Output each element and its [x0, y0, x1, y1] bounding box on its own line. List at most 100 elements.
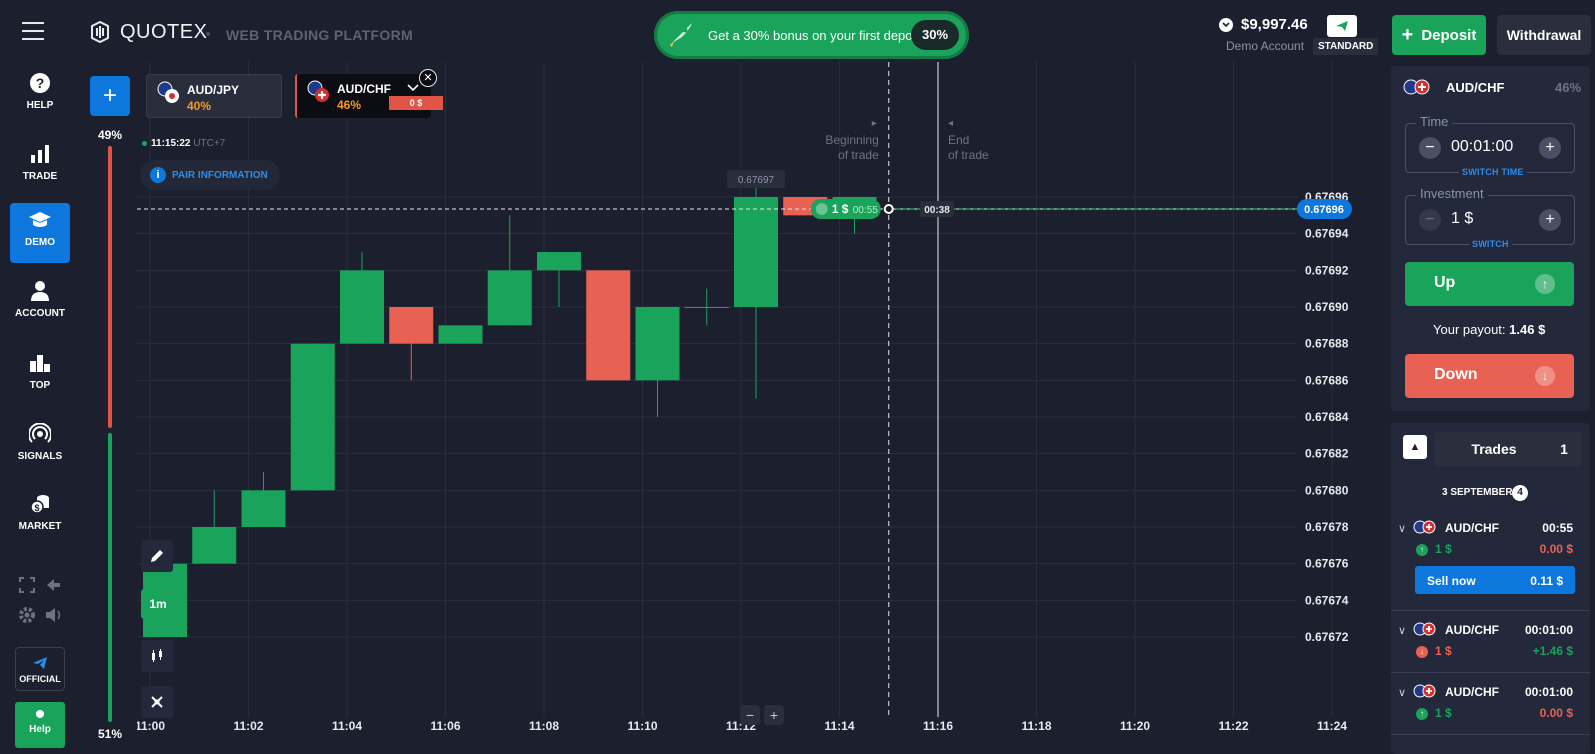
zoom-out-button[interactable]: −: [740, 705, 760, 725]
account-type: Demo Account: [1226, 39, 1305, 53]
payout-value: 1.46 $: [1509, 322, 1546, 337]
trade-pair: AUD/CHF: [1445, 623, 1499, 637]
sell-now-button[interactable]: Sell now 0.11 $: [1415, 566, 1575, 594]
payout-info: Your payout: 1.46 $: [1433, 322, 1545, 337]
trade-row[interactable]: ∨ AUD/CHF 00:01:00 ↑ 1 $ 0.00 $: [1391, 681, 1590, 725]
switch-currency-link[interactable]: SWITCH: [1469, 239, 1512, 249]
withdrawal-button[interactable]: Withdrawal: [1497, 15, 1591, 55]
chart-type-button[interactable]: [141, 640, 173, 672]
chevron-down-icon[interactable]: ∨: [1398, 523, 1407, 535]
sidebar-item-help[interactable]: ? HELP: [10, 66, 70, 126]
bonus-banner[interactable]: Get a 30% bonus on your first deposit 30…: [654, 11, 969, 59]
candle-body: [241, 490, 286, 527]
sidebar-item-demo[interactable]: DEMO: [10, 203, 70, 263]
trade-marker: [810, 199, 881, 219]
account-status-icon[interactable]: [1327, 15, 1357, 37]
candle-body: [684, 307, 729, 308]
chevron-down-icon[interactable]: ∨: [1398, 625, 1407, 637]
clock-time: 11:15:22: [151, 138, 191, 149]
tab-aud-jpy[interactable]: AUD/JPY 40%: [146, 74, 282, 118]
investment-increase-button[interactable]: +: [1539, 209, 1561, 231]
beginning-of-trade-label: Beginning: [825, 133, 878, 147]
trades-tab[interactable]: Trades: [1435, 432, 1553, 466]
sentiment-down-percent: 51%: [98, 727, 123, 741]
trade-marker-amount: 1 $: [832, 202, 849, 216]
time-decrease-button[interactable]: −: [1419, 137, 1441, 159]
platform-subtitle: WEB TRADING PLATFORM: [226, 27, 413, 43]
time-tick-label: 11:22: [1218, 719, 1248, 733]
tab-pair-label: AUD/JPY: [187, 83, 240, 97]
trade-amount: 1 $: [1435, 644, 1452, 658]
price-tick-label: 0.67672: [1305, 630, 1349, 644]
investment-value[interactable]: 1 $: [1451, 210, 1474, 227]
end-of-trade-label: of trade: [948, 148, 989, 162]
candle-body: [290, 343, 335, 491]
back-arrow-icon[interactable]: [44, 576, 62, 594]
sidebar: ? HELP TRADE DEMO ACCOUNT TOP SIGNALS $ …: [0, 66, 80, 754]
switch-time-link[interactable]: SWITCH TIME: [1459, 167, 1527, 177]
aud-chf-flag-icon: [1413, 622, 1436, 636]
trades-date: 3 SEPTEMBER: [1442, 487, 1513, 498]
graduation-cap-icon: [29, 212, 51, 227]
sentiment-up-percent: 49%: [98, 128, 123, 142]
plus-icon: +: [1401, 24, 1414, 46]
sidebar-item-label: SIGNALS: [17, 451, 63, 462]
podium-icon: [30, 355, 50, 372]
price-chart[interactable]: 0.67696 0.67694 0.67692 0.67690 0.67688 0.676…: [137, 62, 1367, 754]
trade-row[interactable]: ∨ AUD/CHF 00:01:00 ↓ 1 $ +1.46 $: [1391, 619, 1590, 663]
close-tab-icon[interactable]: ✕: [419, 69, 437, 87]
sound-icon[interactable]: [44, 606, 64, 624]
official-channel-button[interactable]: OFFICIAL: [15, 647, 65, 691]
sidebar-item-label: ACCOUNT: [15, 308, 65, 319]
bonus-percent-badge: 30%: [911, 20, 959, 50]
sidebar-item-top[interactable]: TOP: [10, 346, 70, 406]
arrow-right-icon: ▸: [872, 118, 877, 129]
trade-row[interactable]: ∨ AUD/CHF 00:55 ↑ 1 $ 0.00 $ Sell now 0.…: [1391, 517, 1590, 597]
sidebar-item-account[interactable]: ACCOUNT: [10, 274, 70, 334]
sidebar-item-trade[interactable]: TRADE: [10, 137, 70, 197]
draw-tool-button[interactable]: [141, 540, 173, 572]
aud-chf-flag-icon: [1413, 684, 1436, 698]
payout-label: Your payout:: [1433, 322, 1506, 337]
chevron-down-icon[interactable]: ∨: [1398, 687, 1407, 699]
menu-icon[interactable]: [22, 22, 44, 40]
timeframe-button[interactable]: 1m: [141, 589, 175, 619]
collapse-trades-icon[interactable]: ▲: [1403, 435, 1427, 459]
add-asset-button[interactable]: +: [90, 76, 130, 116]
balance-dropdown-icon[interactable]: [1219, 18, 1233, 32]
aud-chf-flag-icon: [307, 80, 329, 102]
sidebar-item-signals[interactable]: SIGNALS: [10, 417, 70, 477]
sidebar-item-market[interactable]: $ MARKET: [10, 487, 70, 547]
panel-pair-label[interactable]: AUD/CHF: [1446, 80, 1505, 95]
info-icon: i: [150, 167, 166, 183]
tab-aud-chf[interactable]: AUD/CHF 46% 0 $: [295, 74, 443, 118]
pair-information-button[interactable]: i PAIR INFORMATION: [140, 160, 280, 190]
chevron-down-icon[interactable]: [407, 84, 419, 92]
sell-now-label: Sell now: [1427, 574, 1476, 588]
investment-decrease-button[interactable]: −: [1419, 209, 1441, 231]
down-button[interactable]: Down ↓: [1405, 354, 1574, 398]
indicators-button[interactable]: [141, 686, 173, 718]
arrow-up-icon: ↑: [1535, 274, 1555, 294]
help-chat-button[interactable]: Help: [15, 702, 65, 748]
logo[interactable]: QUOTEX: [88, 20, 207, 44]
rocket-icon: [670, 23, 692, 47]
current-price-label: 0.67696: [1304, 204, 1344, 216]
time-value[interactable]: 00:01:00: [1451, 138, 1514, 155]
time-increase-button[interactable]: +: [1539, 137, 1561, 159]
time-tick-label: 11:00: [137, 719, 165, 733]
time-tick-label: 11:24: [1317, 719, 1347, 733]
trade-pair: AUD/CHF: [1445, 685, 1499, 699]
fullscreen-icon[interactable]: [18, 576, 36, 594]
gear-icon[interactable]: [18, 606, 36, 624]
up-button[interactable]: Up ↑: [1405, 262, 1574, 306]
account-balance[interactable]: $9,997.46: [1241, 16, 1308, 33]
bar-chart-icon: [31, 145, 49, 163]
zoom-in-button[interactable]: +: [764, 705, 784, 725]
trade-time: 00:55: [1542, 521, 1573, 535]
deposit-button[interactable]: + Deposit: [1392, 15, 1486, 55]
price-tick-label: 0.67674: [1305, 593, 1349, 607]
separator-dot: [206, 32, 210, 36]
question-icon: ?: [30, 73, 50, 93]
end-of-trade-label: End: [948, 133, 969, 147]
